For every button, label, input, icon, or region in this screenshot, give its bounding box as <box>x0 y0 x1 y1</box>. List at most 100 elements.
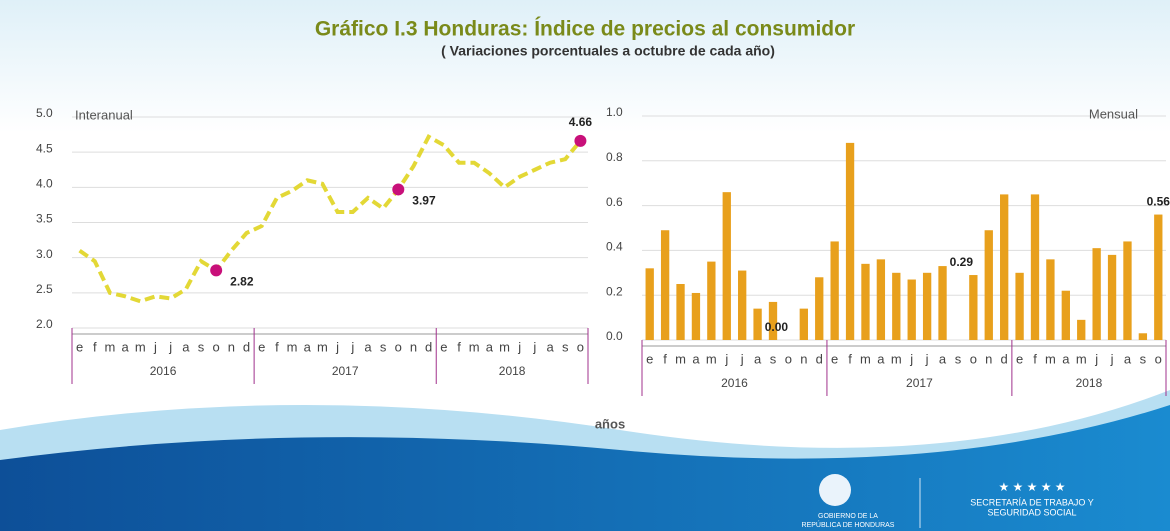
y-tick-label: 1.0 <box>606 105 623 119</box>
x-tick-label: m <box>860 351 871 366</box>
x-tick-label: j <box>909 351 913 366</box>
y-tick-label: 0.8 <box>606 150 623 164</box>
x-tick-label: m <box>891 351 902 366</box>
bar <box>1092 248 1100 340</box>
y-tick-label: 0.4 <box>606 240 623 254</box>
x-tick-label: m <box>675 351 686 366</box>
sec-text: SEGURIDAD SOCIAL <box>987 507 1076 517</box>
x-tick-label: m <box>469 339 480 354</box>
x-tick-label: f <box>1033 351 1037 366</box>
highlight-point <box>574 135 586 147</box>
y-tick-label: 2.5 <box>36 282 53 296</box>
bar <box>753 309 761 340</box>
x-tick-label: j <box>532 339 536 354</box>
subtitle: ( Variaciones porcentuales a octubre de … <box>441 43 775 59</box>
x-tick-label: a <box>692 351 700 366</box>
bar <box>985 230 993 340</box>
x-tick-label: d <box>1001 351 1008 366</box>
bar <box>938 266 946 340</box>
x-tick-label: m <box>499 339 510 354</box>
bar <box>830 241 838 340</box>
bar <box>1031 194 1039 340</box>
x-tick-label: m <box>317 339 328 354</box>
x-tick-label: m <box>706 351 717 366</box>
bar <box>646 268 654 340</box>
y-tick-label: 3.5 <box>36 212 53 226</box>
x-tick-label: n <box>410 339 417 354</box>
bar <box>1139 333 1147 340</box>
gov-text: GOBIERNO DE LA <box>818 513 878 520</box>
x-tick-label: j <box>1110 351 1114 366</box>
x-tick-label: n <box>800 351 807 366</box>
data-label: 0.56 <box>1147 195 1170 209</box>
x-tick-label: e <box>1016 351 1023 366</box>
bar <box>661 230 669 340</box>
data-label: 2.82 <box>230 274 254 288</box>
bar <box>923 273 931 340</box>
x-tick-label: j <box>740 351 744 366</box>
x-tick-label: a <box>546 339 554 354</box>
sec-text: SECRETARÍA DE TRABAJO Y <box>970 497 1094 507</box>
x-tick-label: s <box>1140 351 1147 366</box>
x-tick-label: f <box>663 351 667 366</box>
x-tick-label: s <box>955 351 962 366</box>
data-label: 0.29 <box>950 255 974 269</box>
x-tick-label: f <box>93 339 97 354</box>
x-tick-label: o <box>577 339 584 354</box>
bar <box>738 271 746 340</box>
y-tick-label: 0.0 <box>606 329 623 343</box>
bar <box>1000 194 1008 340</box>
x-tick-label: a <box>122 339 130 354</box>
bar <box>969 275 977 340</box>
bar <box>861 264 869 340</box>
bar <box>692 293 700 340</box>
x-tick-label: a <box>1124 351 1132 366</box>
x-tick-label: a <box>754 351 762 366</box>
emblem <box>819 474 851 506</box>
y-tick-label: 0.2 <box>606 284 623 298</box>
x-tick-label: e <box>258 339 265 354</box>
x-tick-label: a <box>304 339 312 354</box>
bar <box>877 259 885 340</box>
page: Gráfico I.3 Honduras: Índice de precios … <box>0 0 1170 531</box>
x-tick-label: f <box>275 339 279 354</box>
bar <box>723 192 731 340</box>
x-tick-label: m <box>1045 351 1056 366</box>
x-tick-label: e <box>76 339 83 354</box>
x-tick-label: o <box>1155 351 1162 366</box>
bar <box>846 143 854 340</box>
x-tick-label: a <box>182 339 190 354</box>
stars: ★ ★ ★ ★ ★ <box>998 480 1065 494</box>
x-tick-label: j <box>335 339 339 354</box>
data-label: 4.66 <box>569 115 593 129</box>
x-axis-label: años <box>595 416 625 431</box>
x-tick-label: j <box>517 339 521 354</box>
x-tick-label: o <box>785 351 792 366</box>
data-label: 3.97 <box>412 194 436 208</box>
x-tick-label: j <box>724 351 728 366</box>
bar <box>800 309 808 340</box>
x-tick-label: e <box>646 351 653 366</box>
x-tick-label: a <box>877 351 885 366</box>
bar <box>1062 291 1070 340</box>
x-tick-label: j <box>168 339 172 354</box>
bar <box>1015 273 1023 340</box>
highlight-point <box>210 264 222 276</box>
bar <box>892 273 900 340</box>
series-label: Mensual <box>1089 106 1138 121</box>
bar <box>908 280 916 340</box>
y-tick-label: 0.6 <box>606 195 623 209</box>
x-tick-label: m <box>105 339 116 354</box>
x-tick-label: a <box>1062 351 1070 366</box>
group-label: 2016 <box>150 364 177 378</box>
bar <box>1108 255 1116 340</box>
x-tick-label: s <box>198 339 205 354</box>
x-tick-label: a <box>364 339 372 354</box>
y-tick-label: 4.5 <box>36 141 53 155</box>
group-label: 2017 <box>332 364 359 378</box>
title: Gráfico I.3 Honduras: Índice de precios … <box>315 18 855 41</box>
bar <box>676 284 684 340</box>
series-label: Interanual <box>75 107 133 122</box>
x-tick-label: f <box>457 339 461 354</box>
group-label: 2016 <box>721 376 748 390</box>
